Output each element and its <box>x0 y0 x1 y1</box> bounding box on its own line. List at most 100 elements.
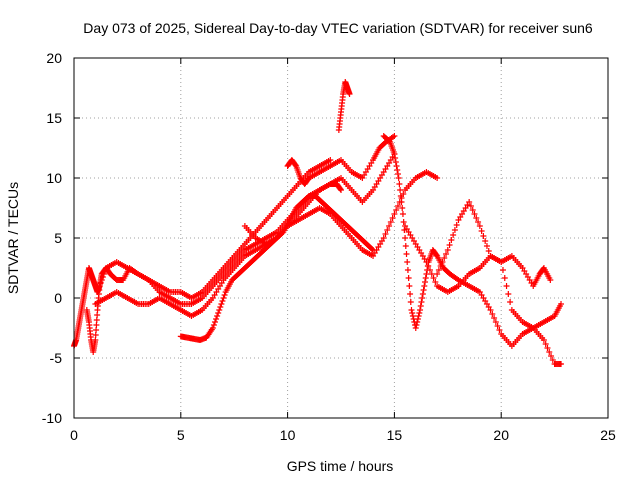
data-point <box>399 205 406 211</box>
data-point <box>480 233 487 239</box>
chart-title: Day 073 of 2025, Sidereal Day-to-day VTE… <box>83 20 593 36</box>
data-point <box>412 325 419 331</box>
data-point <box>501 275 508 281</box>
data-point <box>492 319 499 325</box>
data-point <box>96 283 103 289</box>
data-point <box>444 247 451 253</box>
data-point <box>430 275 437 281</box>
data-point <box>209 325 216 331</box>
data-point <box>218 301 225 307</box>
data-point <box>219 298 226 304</box>
data-point <box>408 307 415 313</box>
data-point <box>487 307 494 313</box>
data-point <box>402 243 409 249</box>
data-point <box>394 171 401 177</box>
data-point <box>210 322 217 328</box>
series-sat-d <box>177 193 377 343</box>
data-point <box>98 277 105 283</box>
data-point <box>475 219 482 225</box>
data-point <box>391 133 398 139</box>
data-point <box>422 279 429 285</box>
data-point <box>428 271 435 277</box>
data-point <box>327 157 334 163</box>
data-point <box>211 319 218 325</box>
data-point <box>405 275 412 281</box>
data-point <box>423 259 430 265</box>
data-point <box>387 219 394 225</box>
data-point <box>402 235 409 241</box>
data-point <box>419 295 426 301</box>
series-sat-e <box>335 79 353 133</box>
x-tick-label: 20 <box>493 427 509 443</box>
data-point <box>419 291 426 297</box>
data-point <box>441 255 448 261</box>
data-point <box>414 316 421 322</box>
data-point <box>338 187 344 193</box>
data-point <box>213 316 220 322</box>
data-point <box>384 227 391 233</box>
series-sat-a <box>71 157 334 349</box>
data-point <box>404 267 411 273</box>
data-point <box>473 215 480 221</box>
data-point <box>101 268 108 274</box>
data-point <box>453 222 460 228</box>
series-sat-i <box>434 199 554 289</box>
data-point <box>216 307 223 313</box>
data-point <box>546 349 553 355</box>
data-point <box>397 193 404 199</box>
data-point <box>476 223 483 229</box>
data-point <box>392 155 399 161</box>
data-point <box>437 263 444 269</box>
data-point <box>420 287 427 293</box>
data-point <box>337 186 344 192</box>
data-point <box>422 275 429 281</box>
series-sat-c <box>92 151 398 319</box>
data-point <box>99 274 106 280</box>
data-point <box>414 319 421 325</box>
series-sat-h <box>402 223 565 331</box>
data-point <box>494 323 501 329</box>
y-tick-label: -5 <box>50 350 63 366</box>
data-point <box>547 277 554 283</box>
data-point <box>391 151 398 157</box>
x-tick-label: 25 <box>600 427 616 443</box>
y-tick-label: 15 <box>46 110 62 126</box>
data-point <box>368 246 375 252</box>
data-point <box>503 283 510 289</box>
data-point <box>214 313 221 319</box>
data-point <box>496 327 503 333</box>
y-axis-label: SDTVAR / TECUs <box>5 182 21 294</box>
data-point <box>482 238 489 244</box>
x-tick-label: 10 <box>280 427 296 443</box>
data-point <box>398 199 405 205</box>
plot-frame <box>73 57 609 419</box>
data-point <box>505 291 512 297</box>
data-point <box>423 271 430 277</box>
data-point <box>466 199 473 205</box>
data-point <box>483 243 490 249</box>
data-point <box>417 307 424 313</box>
data-point <box>558 301 565 307</box>
data-point <box>540 337 547 343</box>
data-point <box>404 259 411 265</box>
data-point <box>409 310 416 316</box>
data-point <box>485 248 492 254</box>
data-point <box>443 251 450 257</box>
data-points <box>71 79 565 367</box>
x-tick-label: 5 <box>177 427 185 443</box>
data-point <box>491 315 498 321</box>
data-point <box>395 175 402 181</box>
series-sat-j <box>284 133 398 187</box>
data-point <box>403 251 410 257</box>
data-point <box>399 211 406 217</box>
data-point <box>394 167 401 173</box>
y-tick-label: 10 <box>46 170 62 186</box>
data-point <box>439 259 446 265</box>
data-point <box>446 242 453 248</box>
data-point <box>478 228 485 234</box>
data-point <box>448 237 455 243</box>
x-tick-label: 15 <box>387 427 403 443</box>
data-point <box>432 279 439 285</box>
data-point <box>416 310 423 316</box>
